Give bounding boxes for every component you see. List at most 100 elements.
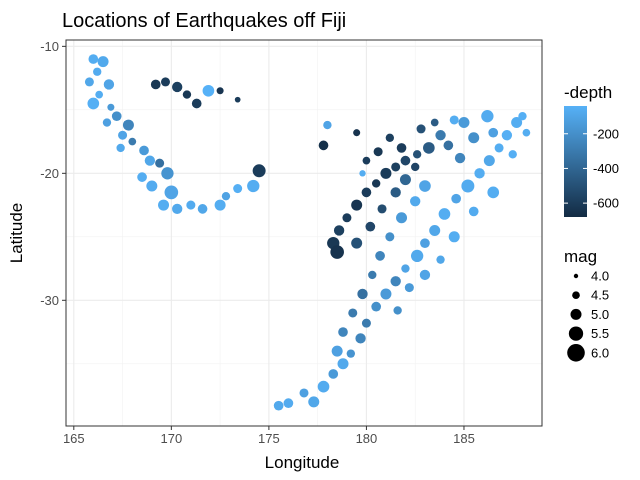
data-point <box>351 237 363 249</box>
size-legend-items: 4.0 4.5 5.0 5.5 6.0 <box>567 269 609 362</box>
data-point <box>118 130 128 140</box>
data-point <box>308 396 320 408</box>
data-point <box>416 124 426 134</box>
y-tick-label: -20 <box>40 166 59 181</box>
data-point <box>368 270 377 280</box>
data-point <box>353 129 361 137</box>
data-point <box>401 264 410 273</box>
data-point <box>221 191 231 201</box>
data-point <box>461 179 475 193</box>
data-point <box>342 213 352 223</box>
size-legend: mag 4.0 4.5 5.0 5.5 6.0 <box>564 247 609 362</box>
data-point <box>155 158 165 168</box>
data-point <box>385 232 395 242</box>
size-legend-label: 4.0 <box>591 269 609 284</box>
data-point <box>299 388 309 398</box>
data-point <box>412 150 422 159</box>
data-point <box>137 172 147 182</box>
data-point <box>273 400 284 411</box>
data-point <box>400 155 411 166</box>
plot-background <box>66 40 542 426</box>
size-legend-label: 5.5 <box>591 326 609 341</box>
data-point <box>97 56 109 68</box>
data-point <box>164 185 179 200</box>
x-tick-label: 170 <box>160 431 182 446</box>
data-point <box>375 251 385 261</box>
color-tick-label: -200 <box>593 126 619 141</box>
data-point <box>172 81 183 93</box>
data-point <box>468 132 480 144</box>
size-legend-label: 5.0 <box>591 307 609 322</box>
data-point <box>362 156 371 165</box>
size-legend-key <box>567 344 585 362</box>
size-legend-key <box>573 273 579 279</box>
data-point <box>501 130 513 141</box>
data-point <box>423 142 435 154</box>
data-point <box>494 143 504 153</box>
data-point <box>420 238 430 248</box>
data-point <box>150 79 161 90</box>
data-point <box>365 221 376 232</box>
x-tick-label: 175 <box>258 431 280 446</box>
data-point <box>346 349 355 358</box>
data-point <box>330 245 344 259</box>
data-point <box>93 67 102 76</box>
data-point <box>103 79 115 90</box>
data-point <box>116 143 125 153</box>
data-point <box>518 112 527 121</box>
data-point <box>191 98 202 109</box>
data-point <box>443 140 454 151</box>
data-point <box>84 77 94 87</box>
data-point <box>377 204 387 214</box>
y-tick-label: -10 <box>40 39 59 54</box>
data-point <box>107 103 115 111</box>
data-point <box>318 140 329 151</box>
data-points <box>84 54 531 411</box>
data-point <box>511 117 523 129</box>
data-point <box>323 120 332 130</box>
data-point <box>351 199 363 211</box>
data-point <box>252 164 266 178</box>
data-point <box>438 208 451 220</box>
data-point <box>474 168 485 179</box>
data-point <box>233 184 243 194</box>
data-point <box>454 152 466 164</box>
color-tick-label: -600 <box>593 196 619 211</box>
data-point <box>197 204 208 214</box>
data-point <box>361 318 371 328</box>
data-point <box>283 398 294 408</box>
data-point <box>448 231 460 243</box>
data-point <box>390 276 401 287</box>
data-point <box>182 90 192 99</box>
data-point <box>435 130 446 141</box>
data-point <box>348 308 358 318</box>
data-point <box>172 203 183 215</box>
data-point <box>88 54 99 64</box>
data-point <box>419 180 431 192</box>
data-point <box>373 147 383 157</box>
data-point <box>355 333 366 344</box>
data-point <box>146 180 158 192</box>
size-legend-key <box>570 308 582 320</box>
size-legend-label: 6.0 <box>591 345 609 360</box>
data-point <box>396 212 408 224</box>
data-point <box>436 255 445 264</box>
data-point <box>372 179 381 188</box>
data-point <box>214 199 226 211</box>
data-point <box>160 77 171 87</box>
data-point <box>404 283 414 293</box>
data-point <box>468 206 479 217</box>
color-legend-ticks: -200 -400 -600 <box>564 126 619 211</box>
x-tick-label: 165 <box>63 431 85 446</box>
data-point <box>337 358 349 370</box>
chart-title: Locations of Earthquakes off Fiji <box>62 10 346 32</box>
data-point <box>451 193 462 204</box>
y-axis-ticks: -10 -20 -30 <box>40 39 66 308</box>
data-point <box>333 225 345 236</box>
data-point <box>488 127 499 138</box>
data-point <box>508 150 517 159</box>
data-point <box>399 174 411 186</box>
data-point <box>216 87 224 95</box>
data-point <box>380 167 392 179</box>
